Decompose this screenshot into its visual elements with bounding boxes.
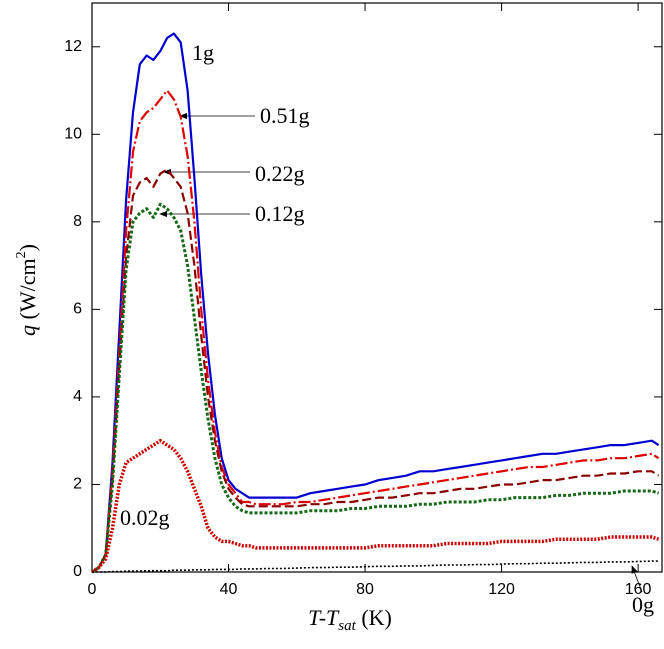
- y-tick-label: 2: [73, 476, 82, 493]
- x-label-main: T-T: [308, 605, 340, 630]
- y-label-close: ): [15, 244, 40, 251]
- x-label-sub: sat: [338, 618, 356, 634]
- y-label-main: q: [15, 325, 40, 336]
- arrow: [631, 565, 643, 593]
- y-label-exp: 2: [14, 251, 29, 258]
- x-tick-label: 40: [220, 581, 238, 598]
- series-label: 0g: [632, 592, 654, 617]
- series-label: 1g: [192, 40, 214, 65]
- x-tick-label: 80: [356, 581, 374, 598]
- series-label: 0.02g: [120, 505, 170, 530]
- series-label: 0.12g: [255, 201, 305, 226]
- annotation-arrows: [159, 112, 643, 593]
- series-line: [91, 168, 660, 573]
- x-label-unit: (K): [356, 605, 392, 630]
- y-tick-label: 10: [64, 126, 82, 143]
- series-label: 0.51g: [260, 103, 310, 128]
- y-tick-label: 12: [64, 38, 82, 55]
- x-axis-label: T-Tsat (K): [308, 605, 392, 634]
- x-tick-label: 160: [625, 581, 652, 598]
- series-label: 0.22g: [255, 161, 305, 186]
- x-tick-label: 120: [488, 581, 515, 598]
- y-tick-label: 8: [73, 213, 82, 230]
- y-tick-label: 0: [73, 563, 82, 580]
- y-label-unit: (W/cm: [15, 258, 40, 325]
- series-line: [91, 89, 660, 573]
- series-line: [91, 202, 660, 574]
- y-axis-label: q (W/cm2): [14, 244, 40, 336]
- series-line: [91, 32, 660, 573]
- y-tick-label: 6: [73, 301, 82, 318]
- series-line: [91, 438, 660, 574]
- plot-frame: [91, 2, 663, 573]
- x-tick-label: 0: [88, 581, 97, 598]
- y-tick-label: 4: [73, 388, 82, 405]
- series-line: [92, 560, 659, 573]
